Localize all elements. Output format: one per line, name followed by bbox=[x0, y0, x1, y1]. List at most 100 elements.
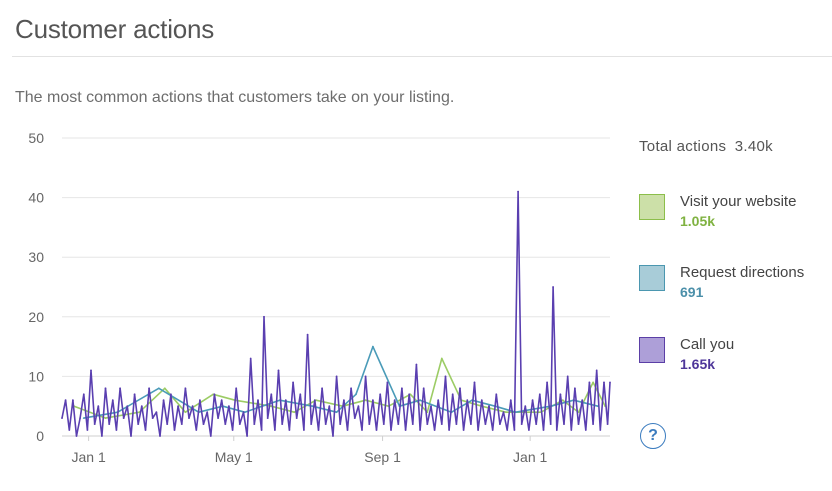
legend-label-call-you: Call you bbox=[680, 336, 735, 353]
data-point-call-you bbox=[101, 435, 103, 437]
data-point-call-you bbox=[437, 399, 440, 402]
x-tick-label: Jan 1 bbox=[513, 449, 547, 465]
data-point-call-you bbox=[137, 423, 140, 425]
data-point-call-you bbox=[364, 375, 367, 378]
data-point-call-you bbox=[90, 369, 92, 372]
total-actions-label: Total actions bbox=[639, 138, 727, 155]
data-point-call-you bbox=[249, 357, 252, 360]
data-point-call-you bbox=[574, 387, 576, 390]
data-point-call-you bbox=[357, 405, 360, 408]
question-circle-icon[interactable]: ? bbox=[640, 423, 666, 449]
data-point-call-you bbox=[281, 423, 284, 425]
data-point-call-you bbox=[466, 399, 469, 402]
data-point-call-you bbox=[368, 423, 371, 425]
y-axis-labels: 0 10 20 30 40 50 bbox=[28, 130, 44, 444]
data-point-call-you bbox=[82, 393, 85, 396]
data-point-call-you bbox=[455, 423, 458, 425]
data-point-call-you bbox=[506, 429, 509, 431]
data-point-call-you bbox=[509, 399, 512, 402]
data-point-call-you bbox=[524, 405, 527, 408]
total-actions: Total actions 3.40k bbox=[639, 138, 829, 155]
data-point-call-you bbox=[242, 411, 245, 414]
data-point-call-you bbox=[130, 435, 132, 437]
chart-gridlines bbox=[62, 137, 610, 437]
legend-swatch-visit-website bbox=[639, 194, 665, 220]
data-point-request-directions bbox=[311, 405, 314, 408]
data-point-call-you bbox=[353, 417, 356, 419]
data-point-call-you bbox=[559, 393, 562, 396]
data-point-call-you bbox=[277, 369, 280, 372]
data-point-request-directions bbox=[82, 417, 85, 419]
data-point-call-you bbox=[361, 429, 363, 431]
data-point-call-you bbox=[191, 405, 194, 408]
card-title: Customer actions bbox=[15, 14, 215, 44]
series-line-call-you bbox=[61, 190, 611, 437]
data-point-call-you bbox=[224, 423, 227, 425]
data-point-call-you bbox=[162, 399, 165, 402]
data-point-call-you bbox=[444, 375, 447, 378]
data-point-call-you bbox=[195, 429, 198, 431]
data-point-call-you bbox=[393, 399, 396, 402]
data-point-visit-website bbox=[440, 357, 443, 360]
data-point-call-you bbox=[592, 423, 594, 425]
data-point-call-you bbox=[228, 405, 230, 408]
x-tick-label: Jan 1 bbox=[71, 449, 105, 465]
data-point-call-you bbox=[288, 429, 291, 431]
data-point-call-you bbox=[295, 417, 298, 419]
data-point-call-you bbox=[270, 393, 273, 396]
data-point-call-you bbox=[538, 393, 541, 396]
data-point-call-you bbox=[93, 423, 96, 425]
data-point-call-you bbox=[68, 429, 71, 431]
data-point-visit-website bbox=[561, 399, 564, 402]
chart-legend: Total actions 3.40k Visit your website 1… bbox=[639, 138, 829, 372]
data-point-call-you bbox=[206, 411, 209, 414]
data-point-call-you bbox=[86, 429, 89, 431]
data-point-call-you bbox=[415, 363, 418, 366]
data-point-visit-website bbox=[163, 387, 166, 390]
data-point-call-you bbox=[372, 399, 374, 402]
data-point-call-you bbox=[235, 387, 238, 390]
data-point-call-you bbox=[555, 429, 558, 431]
legend-value-request-directions: 691 bbox=[680, 284, 704, 300]
data-point-call-you bbox=[253, 423, 256, 425]
data-point-call-you bbox=[390, 429, 392, 431]
data-point-call-you bbox=[517, 190, 519, 193]
y-tick-label: 10 bbox=[28, 368, 44, 384]
chart-series bbox=[61, 190, 611, 437]
data-point-call-you bbox=[577, 423, 580, 425]
data-point-call-you bbox=[75, 435, 78, 437]
data-point-call-you bbox=[313, 399, 316, 402]
legend-item-visit-website[interactable]: Visit your website 1.05k bbox=[639, 193, 829, 234]
data-point-call-you bbox=[491, 429, 494, 431]
data-point-call-you bbox=[459, 387, 461, 390]
data-point-call-you bbox=[426, 423, 429, 425]
data-point-call-you bbox=[499, 423, 501, 425]
data-point-call-you bbox=[581, 399, 584, 402]
x-axis-labels: Jan 1 May 1 Sep 1 Jan 1 bbox=[71, 436, 547, 465]
legend-item-call-you[interactable]: Call you 1.65k bbox=[639, 336, 829, 377]
data-point-visit-website bbox=[104, 417, 107, 419]
data-point-call-you bbox=[606, 423, 609, 425]
data-point-call-you bbox=[448, 429, 450, 431]
data-point-call-you bbox=[401, 387, 403, 390]
data-point-call-you bbox=[292, 381, 294, 384]
data-point-call-you bbox=[151, 417, 154, 419]
data-point-call-you bbox=[609, 381, 611, 384]
data-point-call-you bbox=[584, 429, 587, 431]
data-point-call-you bbox=[382, 423, 385, 425]
data-point-call-you bbox=[115, 429, 118, 431]
x-tick-label: Sep 1 bbox=[364, 449, 401, 465]
data-point-call-you bbox=[64, 399, 67, 402]
data-point-call-you bbox=[263, 315, 265, 318]
data-point-call-you bbox=[324, 423, 327, 425]
data-point-call-you bbox=[180, 423, 183, 425]
data-point-call-you bbox=[375, 429, 378, 431]
data-point-call-you bbox=[480, 399, 483, 402]
data-point-call-you bbox=[404, 429, 407, 431]
data-point-call-you bbox=[343, 399, 345, 402]
data-point-call-you bbox=[299, 393, 302, 396]
data-point-request-directions bbox=[355, 393, 357, 396]
data-point-call-you bbox=[339, 423, 342, 425]
data-point-call-you bbox=[111, 399, 114, 402]
legend-item-request-directions[interactable]: Request directions 691 bbox=[639, 264, 829, 305]
